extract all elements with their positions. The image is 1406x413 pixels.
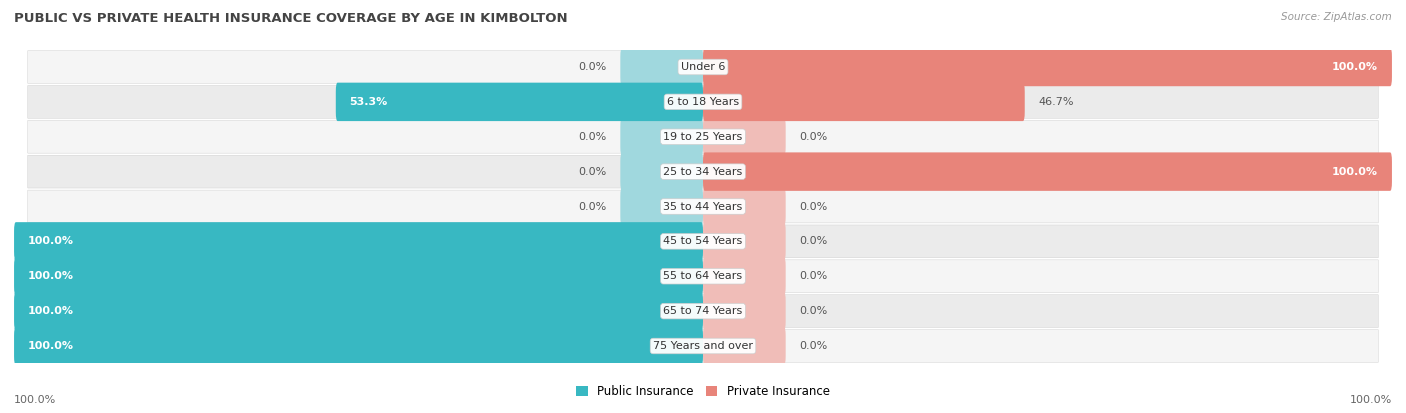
Text: 65 to 74 Years: 65 to 74 Years — [664, 306, 742, 316]
Text: 0.0%: 0.0% — [578, 166, 606, 177]
Text: 0.0%: 0.0% — [578, 202, 606, 211]
FancyBboxPatch shape — [703, 292, 786, 330]
FancyBboxPatch shape — [14, 222, 703, 261]
FancyBboxPatch shape — [336, 83, 703, 121]
Text: PUBLIC VS PRIVATE HEALTH INSURANCE COVERAGE BY AGE IN KIMBOLTON: PUBLIC VS PRIVATE HEALTH INSURANCE COVER… — [14, 12, 568, 25]
Text: 0.0%: 0.0% — [800, 271, 828, 281]
Text: 6 to 18 Years: 6 to 18 Years — [666, 97, 740, 107]
FancyBboxPatch shape — [28, 225, 1378, 258]
Text: 75 Years and over: 75 Years and over — [652, 341, 754, 351]
Text: 100.0%: 100.0% — [28, 236, 75, 247]
FancyBboxPatch shape — [703, 257, 786, 295]
FancyBboxPatch shape — [14, 292, 703, 330]
Text: 0.0%: 0.0% — [800, 341, 828, 351]
FancyBboxPatch shape — [28, 120, 1378, 153]
Text: 19 to 25 Years: 19 to 25 Years — [664, 132, 742, 142]
FancyBboxPatch shape — [703, 222, 786, 261]
FancyBboxPatch shape — [703, 187, 786, 226]
Text: 0.0%: 0.0% — [800, 202, 828, 211]
Text: 45 to 54 Years: 45 to 54 Years — [664, 236, 742, 247]
FancyBboxPatch shape — [28, 295, 1378, 328]
FancyBboxPatch shape — [703, 83, 1025, 121]
Text: 25 to 34 Years: 25 to 34 Years — [664, 166, 742, 177]
FancyBboxPatch shape — [14, 327, 703, 365]
FancyBboxPatch shape — [28, 85, 1378, 118]
FancyBboxPatch shape — [703, 327, 786, 365]
Text: 53.3%: 53.3% — [350, 97, 388, 107]
Text: 0.0%: 0.0% — [800, 306, 828, 316]
FancyBboxPatch shape — [703, 118, 786, 156]
FancyBboxPatch shape — [28, 51, 1378, 83]
FancyBboxPatch shape — [703, 152, 1392, 191]
Text: 100.0%: 100.0% — [28, 306, 75, 316]
FancyBboxPatch shape — [28, 155, 1378, 188]
Text: 46.7%: 46.7% — [1039, 97, 1074, 107]
Text: 0.0%: 0.0% — [578, 62, 606, 72]
FancyBboxPatch shape — [28, 330, 1378, 362]
Text: 100.0%: 100.0% — [14, 395, 56, 405]
Text: 100.0%: 100.0% — [28, 341, 75, 351]
FancyBboxPatch shape — [620, 48, 703, 86]
FancyBboxPatch shape — [620, 152, 703, 191]
Text: Source: ZipAtlas.com: Source: ZipAtlas.com — [1281, 12, 1392, 22]
Text: 100.0%: 100.0% — [1350, 395, 1392, 405]
FancyBboxPatch shape — [28, 190, 1378, 223]
Text: 0.0%: 0.0% — [800, 236, 828, 247]
FancyBboxPatch shape — [28, 260, 1378, 293]
Text: 0.0%: 0.0% — [578, 132, 606, 142]
Text: 0.0%: 0.0% — [800, 132, 828, 142]
Text: 35 to 44 Years: 35 to 44 Years — [664, 202, 742, 211]
FancyBboxPatch shape — [620, 118, 703, 156]
FancyBboxPatch shape — [620, 187, 703, 226]
FancyBboxPatch shape — [703, 48, 1392, 86]
Text: 100.0%: 100.0% — [1331, 62, 1378, 72]
Text: 100.0%: 100.0% — [28, 271, 75, 281]
Legend: Public Insurance, Private Insurance: Public Insurance, Private Insurance — [571, 380, 835, 403]
FancyBboxPatch shape — [14, 257, 703, 295]
Text: Under 6: Under 6 — [681, 62, 725, 72]
Text: 55 to 64 Years: 55 to 64 Years — [664, 271, 742, 281]
Text: 100.0%: 100.0% — [1331, 166, 1378, 177]
